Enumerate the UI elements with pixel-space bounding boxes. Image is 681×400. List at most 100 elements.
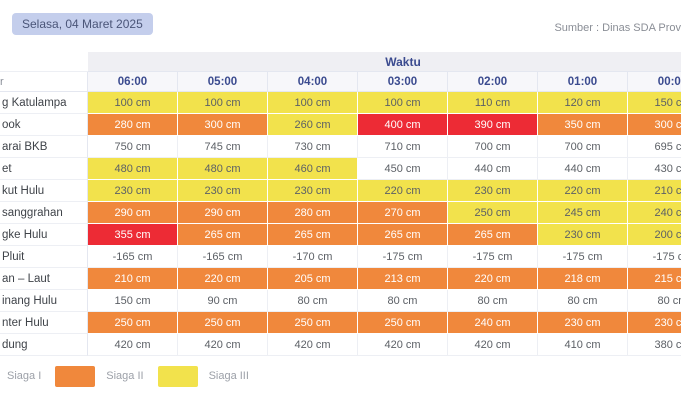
water-level-cell: 250 cm [268, 312, 358, 334]
water-level-cell: -170 cm [268, 246, 358, 268]
water-level-cell: 250 cm [88, 312, 178, 334]
water-level-cell: 265 cm [178, 224, 268, 246]
water-level-cell: 100 cm [178, 92, 268, 114]
water-level-cell: 215 cm [628, 268, 681, 290]
water-level-cell: 265 cm [448, 224, 538, 246]
legend-label: Siaga III [208, 370, 249, 382]
water-level-cell: 430 cm [628, 158, 681, 180]
table-row: inang Hulu 150 cm 90 cm 80 cm 80 cm 80 cm 80 c… [0, 290, 681, 312]
station-name-cell: dung [0, 334, 88, 356]
water-level-cell: 200 cm [628, 224, 681, 246]
water-level-cell: 220 cm [178, 268, 268, 290]
water-level-cell: 220 cm [358, 180, 448, 202]
water-level-cell: 260 cm [268, 114, 358, 136]
water-level-cell: 80 cm [538, 290, 628, 312]
water-level-cell: 695 cm [628, 136, 681, 158]
table-row: arai BKB 750 cm 745 cm 730 cm 710 cm 700 cm 70… [0, 136, 681, 158]
water-level-cell: 230 cm [268, 180, 358, 202]
water-level-cell: 730 cm [268, 136, 358, 158]
table-row: sanggrahan 290 cm 290 cm 280 cm 270 cm 250 cm… [0, 202, 681, 224]
water-level-cell: 213 cm [358, 268, 448, 290]
water-level-cell: 400 cm [358, 114, 448, 136]
table-row: g Katulampa 100 cm 100 cm 100 cm 100 cm 110 c… [0, 92, 681, 114]
water-level-cell: 300 cm [628, 114, 681, 136]
water-level-cell: 220 cm [448, 268, 538, 290]
water-level-cell: 450 cm [358, 158, 448, 180]
date-badge: Selasa, 04 Maret 2025 [12, 13, 153, 35]
water-level-cell: 230 cm [178, 180, 268, 202]
legend-color-swatch [157, 365, 198, 387]
water-level-cell: 420 cm [448, 334, 538, 356]
water-level-cell: 420 cm [178, 334, 268, 356]
water-level-cell: 245 cm [538, 202, 628, 224]
table-row: kut Hulu 230 cm 230 cm 230 cm 220 cm 230 cm 22… [0, 180, 681, 202]
water-level-cell: 700 cm [448, 136, 538, 158]
station-name-cell: arai BKB [0, 136, 88, 158]
water-level-cell: 100 cm [88, 92, 178, 114]
water-level-cell: 120 cm [538, 92, 628, 114]
water-level-cell: -175 cm [538, 246, 628, 268]
water-level-cell: -165 cm [178, 246, 268, 268]
time-column-header: 05:00 [178, 72, 268, 92]
water-level-cell: 80 cm [448, 290, 538, 312]
water-level-cell: 290 cm [88, 202, 178, 224]
water-level-cell: 250 cm [358, 312, 448, 334]
time-column-header: 06:00 [88, 72, 178, 92]
time-column-header: 03:00 [358, 72, 448, 92]
table-row: an – Laut 210 cm 220 cm 205 cm 213 cm 220 cm 2… [0, 268, 681, 290]
station-name-cell: inang Hulu [0, 290, 88, 312]
water-level-cell: 420 cm [88, 334, 178, 356]
source-attribution: Sumber : Dinas SDA Prov [554, 22, 681, 34]
water-level-cell: 280 cm [88, 114, 178, 136]
water-level-cell: 700 cm [538, 136, 628, 158]
water-level-cell: 440 cm [448, 158, 538, 180]
water-level-cell: 480 cm [178, 158, 268, 180]
table-row: nter Hulu 250 cm 250 cm 250 cm 250 cm 240 cm 2… [0, 312, 681, 334]
water-level-cell: 80 cm [268, 290, 358, 312]
water-level-cell: 265 cm [268, 224, 358, 246]
table-row: Pluit -165 cm -165 cm -170 cm -175 cm -175 cm… [0, 246, 681, 268]
water-level-cell: 380 cm [628, 334, 681, 356]
water-level-cell: -175 cm [358, 246, 448, 268]
legend-label: Siaga I [7, 370, 42, 382]
water-level-cell: -175 cm [628, 246, 681, 268]
water-level-cell: 218 cm [538, 268, 628, 290]
station-name-cell: gke Hulu [0, 224, 88, 246]
table-row: gke Hulu 355 cm 265 cm 265 cm 265 cm 265 cm 23… [0, 224, 681, 246]
water-level-cell: 205 cm [268, 268, 358, 290]
water-level-cell: 280 cm [268, 202, 358, 224]
table-row: dung 420 cm 420 cm 420 cm 420 cm 420 cm 410 cm… [0, 334, 681, 356]
water-level-cell: 210 cm [88, 268, 178, 290]
water-level-cell: 210 cm [628, 180, 681, 202]
water-level-cell: 460 cm [268, 158, 358, 180]
station-column-header-fragment: r [0, 72, 88, 92]
water-level-cell: 100 cm [268, 92, 358, 114]
legend-item: Siaga I [0, 366, 41, 387]
water-level-cell: 710 cm [358, 136, 448, 158]
water-level-cell: 100 cm [358, 92, 448, 114]
water-level-cell: 250 cm [178, 312, 268, 334]
water-level-cell: 440 cm [538, 158, 628, 180]
water-level-cell: 480 cm [88, 158, 178, 180]
water-level-cell: 80 cm [628, 290, 681, 312]
water-level-cell: 150 cm [628, 92, 681, 114]
water-level-table: Waktu r 06:00 05:00 04:00 03:00 02:00 01:00 00… [0, 52, 681, 356]
station-name-cell: g Katulampa [0, 92, 88, 114]
water-level-cell: 240 cm [448, 312, 538, 334]
station-name-cell: kut Hulu [0, 180, 88, 202]
table-row: ook 280 cm 300 cm 260 cm 400 cm 390 cm 350 cm 3… [0, 114, 681, 136]
water-level-cell: 420 cm [358, 334, 448, 356]
water-level-cell: 220 cm [538, 180, 628, 202]
water-level-cell: -175 cm [448, 246, 538, 268]
water-level-cell: 230 cm [448, 180, 538, 202]
water-level-cell: 150 cm [88, 290, 178, 312]
water-level-cell: 230 cm [538, 312, 628, 334]
water-level-cell: 300 cm [178, 114, 268, 136]
time-column-header: 02:00 [448, 72, 538, 92]
station-name-cell: Pluit [0, 246, 88, 268]
water-level-cell: 230 cm [628, 312, 681, 334]
water-level-cell: 290 cm [178, 202, 268, 224]
time-column-header: 01:00 [538, 72, 628, 92]
table-row: et 480 cm 480 cm 460 cm 450 cm 440 cm 440 cm 43… [0, 158, 681, 180]
